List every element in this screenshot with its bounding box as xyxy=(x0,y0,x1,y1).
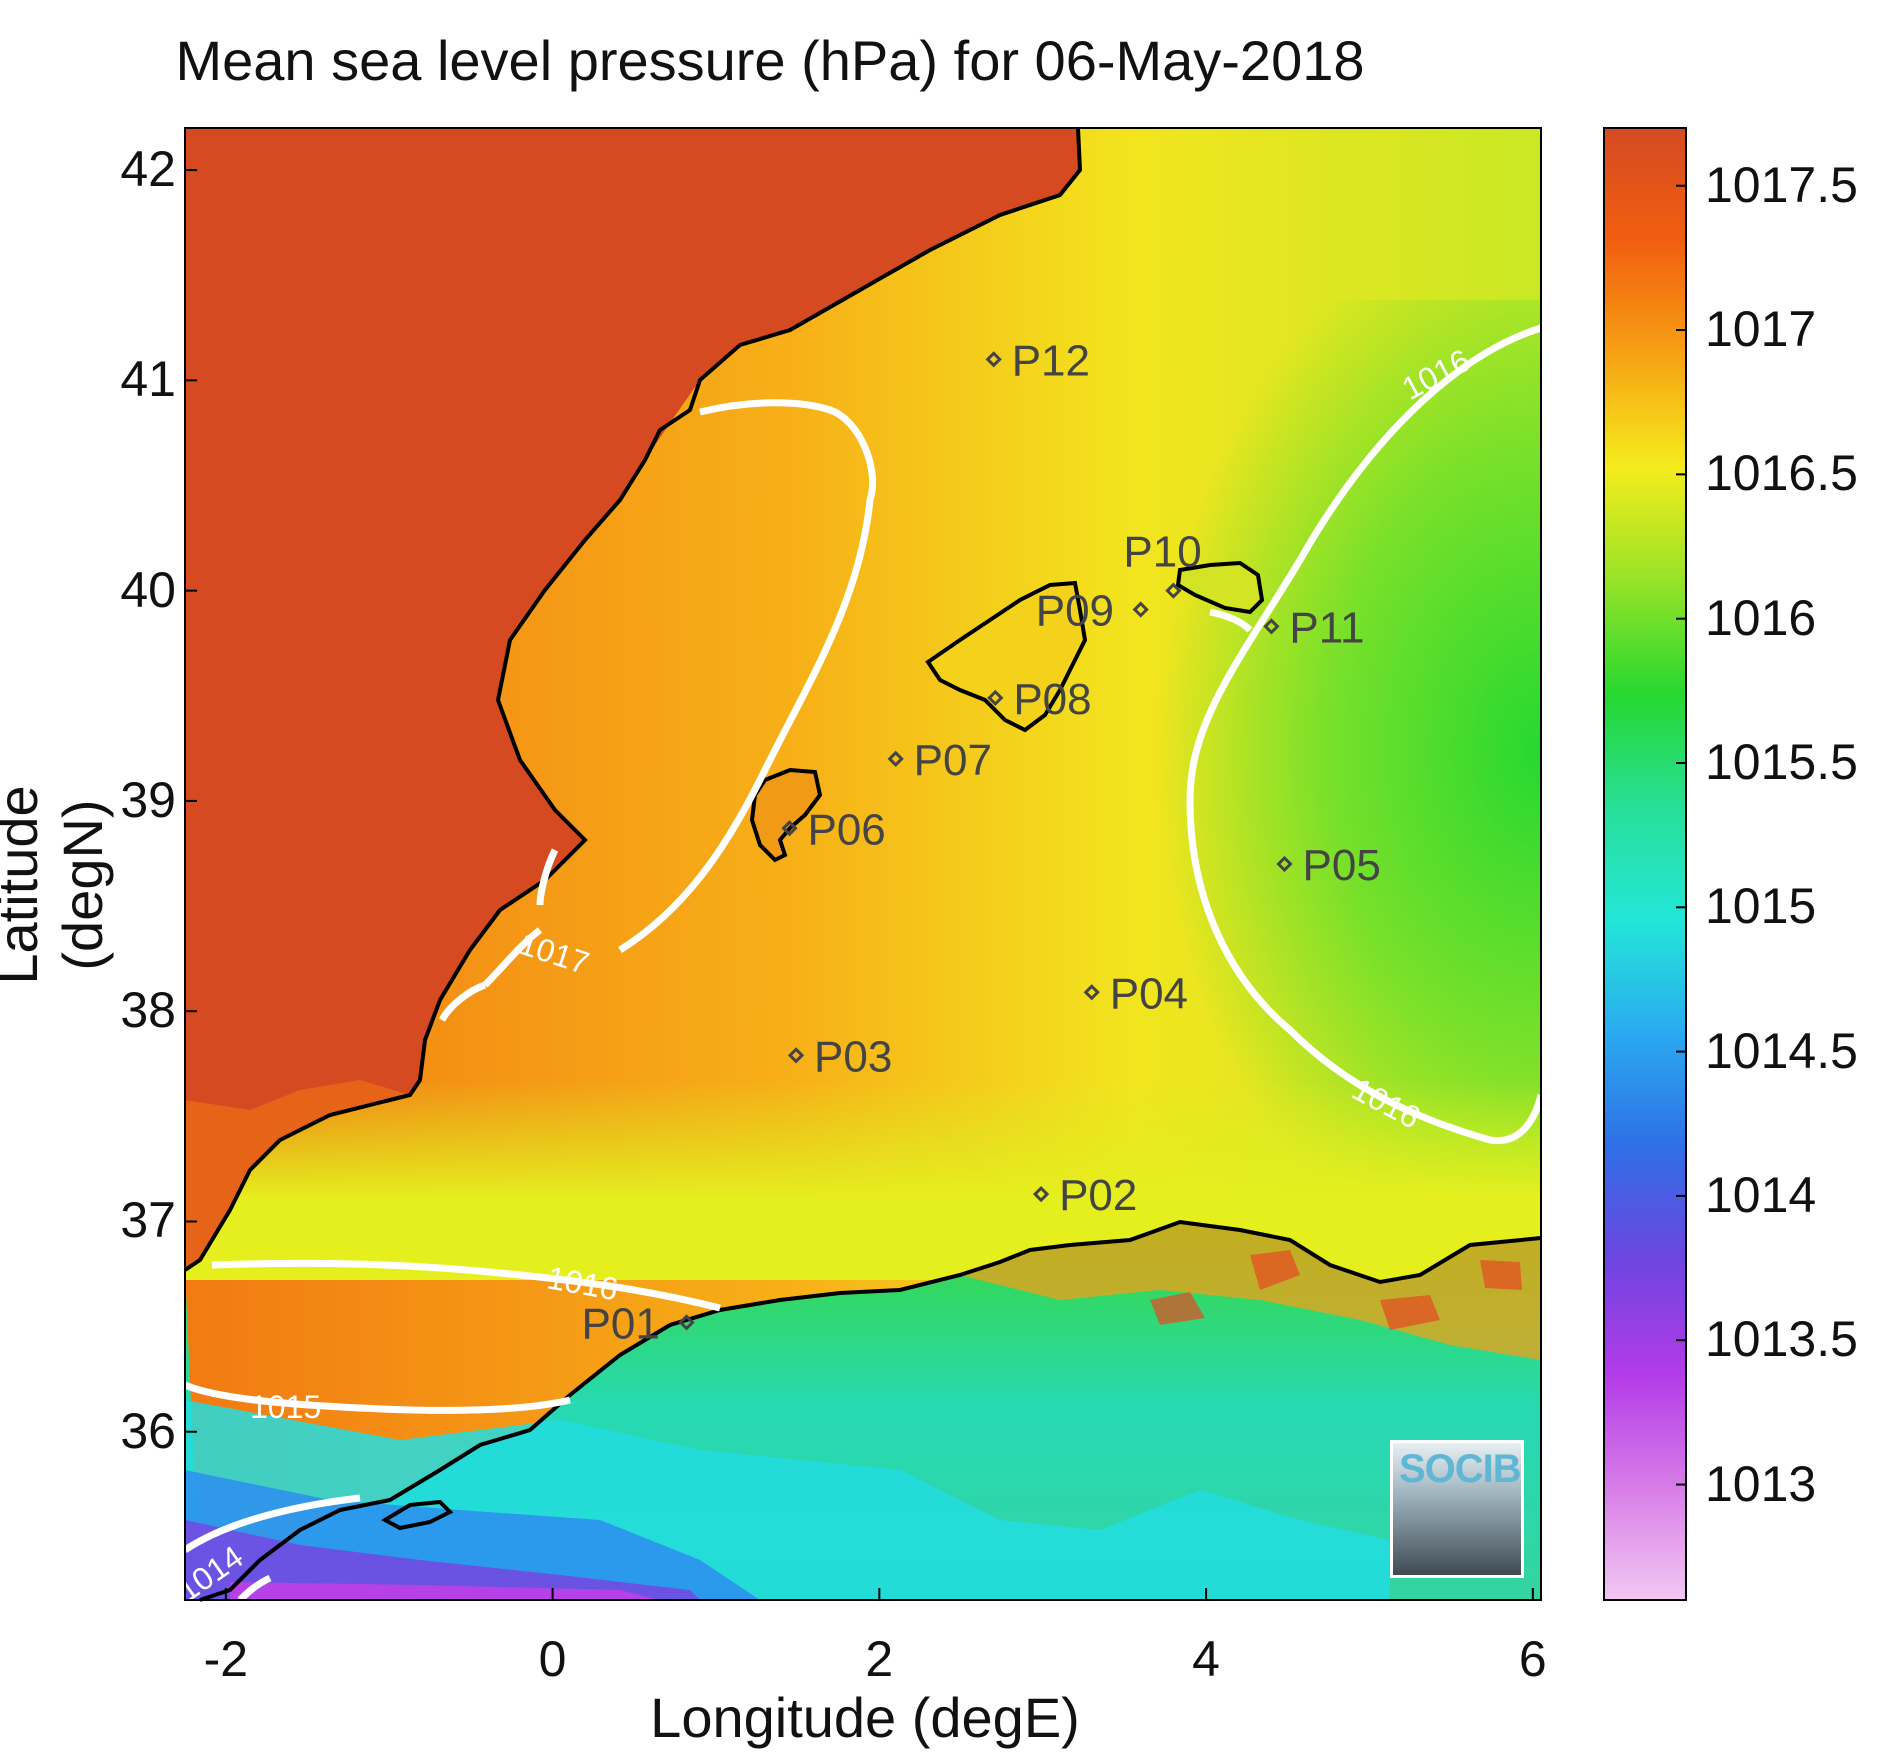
coastlines xyxy=(183,127,1542,1602)
y-tick-label: 36 xyxy=(120,1402,176,1459)
y-tick-label: 37 xyxy=(120,1192,176,1249)
socib-logo: SOCIB xyxy=(1390,1440,1524,1578)
station-p09: P09 xyxy=(1036,587,1149,636)
station-label: P02 xyxy=(1059,1171,1137,1220)
station-p10: P10 xyxy=(1123,528,1202,599)
station-label: P12 xyxy=(1012,336,1090,385)
station-label: P08 xyxy=(1013,675,1091,724)
isobar-1015 xyxy=(183,1381,571,1414)
colorbar xyxy=(1603,127,1687,1601)
isobars xyxy=(183,324,1545,1603)
africa-violet-area xyxy=(185,1520,700,1600)
y-tick-label: 39 xyxy=(120,771,176,828)
map-frame xyxy=(184,127,1542,1601)
y-tick-label: 41 xyxy=(120,351,176,408)
south-sea-field xyxy=(185,1080,1541,1280)
station-p04: P04 xyxy=(1083,969,1188,1018)
station-marker xyxy=(985,351,1002,368)
colorbar-tick-label: 1015.5 xyxy=(1705,733,1858,790)
axis-ticks xyxy=(185,169,1534,1600)
colorbar-tick-label: 1016.5 xyxy=(1705,445,1858,502)
station-marker xyxy=(987,689,1004,706)
station-label: P05 xyxy=(1303,841,1381,890)
y-tick-label: 38 xyxy=(120,982,176,1039)
colorbar-tick-label: 1014 xyxy=(1705,1166,1817,1223)
iberia-land xyxy=(185,128,1080,1270)
station-p01: P01 xyxy=(582,1299,695,1348)
isobar-1014 xyxy=(183,1494,361,1603)
mallorca-coastline xyxy=(925,580,1088,733)
station-p07: P07 xyxy=(887,736,992,785)
colorbar-tick-label: 1014.5 xyxy=(1705,1022,1858,1079)
station-marker xyxy=(1032,1186,1050,1203)
station-label: P09 xyxy=(1036,587,1114,636)
station-marker xyxy=(1165,582,1182,599)
alboran-island-coastline xyxy=(380,1499,454,1531)
station-marker xyxy=(678,1314,695,1331)
y-tick-label: 40 xyxy=(120,561,176,618)
colorbar-tick-label: 1016 xyxy=(1705,589,1817,646)
isobar-1016-east xyxy=(1186,324,1545,1145)
x-tick-label: 6 xyxy=(1518,1631,1547,1687)
station-p11: P11 xyxy=(1263,603,1364,652)
station-p06: P06 xyxy=(781,805,886,854)
x-tick-label: 4 xyxy=(1192,1631,1220,1687)
africa-coastline xyxy=(199,1219,1542,1602)
map-fields xyxy=(185,128,1541,1600)
station-label: P04 xyxy=(1110,969,1188,1018)
x-tick-label: 2 xyxy=(865,1631,894,1687)
colorbar-tick-label: 1013 xyxy=(1705,1455,1817,1512)
x-tick-label: 0 xyxy=(538,1631,567,1687)
colorbar-ticks xyxy=(1676,184,1686,1486)
ibiza xyxy=(752,770,820,860)
x-tick-label: -2 xyxy=(203,1631,249,1687)
station-label: P11 xyxy=(1289,603,1364,652)
menorca-coastline xyxy=(1175,560,1265,615)
menorca xyxy=(1178,563,1262,612)
africa-red-patches xyxy=(1150,1250,1522,1330)
station-marker xyxy=(1132,601,1149,618)
station-p05: P05 xyxy=(1276,841,1381,890)
station-label: P07 xyxy=(914,736,992,785)
iberia-coastline xyxy=(183,127,1083,1272)
station-label: P01 xyxy=(582,1299,660,1348)
low-pressure-area xyxy=(900,300,1541,1200)
isobar-label-1015: 1015 xyxy=(250,1389,321,1425)
station-label: P06 xyxy=(807,805,885,854)
station-marker xyxy=(1263,618,1280,635)
station-p02: P02 xyxy=(1032,1171,1137,1220)
colorbar-tick-label: 1017.5 xyxy=(1705,156,1858,213)
station-marker xyxy=(781,820,798,837)
colorbar-tick-label: 1017 xyxy=(1705,301,1817,358)
station-label: P03 xyxy=(814,1032,892,1081)
station-marker xyxy=(787,1047,805,1064)
plot-title: Mean sea level pressure (hPa) for 06-May… xyxy=(175,29,1365,92)
colorbar-tick-label: 1015 xyxy=(1705,878,1817,935)
iberia-coastal-orange xyxy=(185,1080,410,1270)
colorbar-tick-label: 1013.5 xyxy=(1705,1311,1858,1368)
ibiza-coastline xyxy=(749,767,823,863)
station-p03: P03 xyxy=(787,1032,892,1081)
mallorca xyxy=(928,583,1085,730)
y-tick-label: 42 xyxy=(120,141,176,198)
station-marker xyxy=(887,750,904,767)
logo-text: SOCIB xyxy=(1399,1447,1522,1491)
station-label: P10 xyxy=(1123,528,1201,577)
station-marker xyxy=(1276,855,1293,873)
station-p08: P08 xyxy=(987,675,1092,724)
x-axis-label: Longitude (degE) xyxy=(650,1686,1080,1749)
isobar-1017 xyxy=(438,399,877,1022)
station-marker xyxy=(1083,984,1100,1001)
station-p12: P12 xyxy=(985,336,1090,385)
isobar-1016-south xyxy=(211,1259,721,1312)
